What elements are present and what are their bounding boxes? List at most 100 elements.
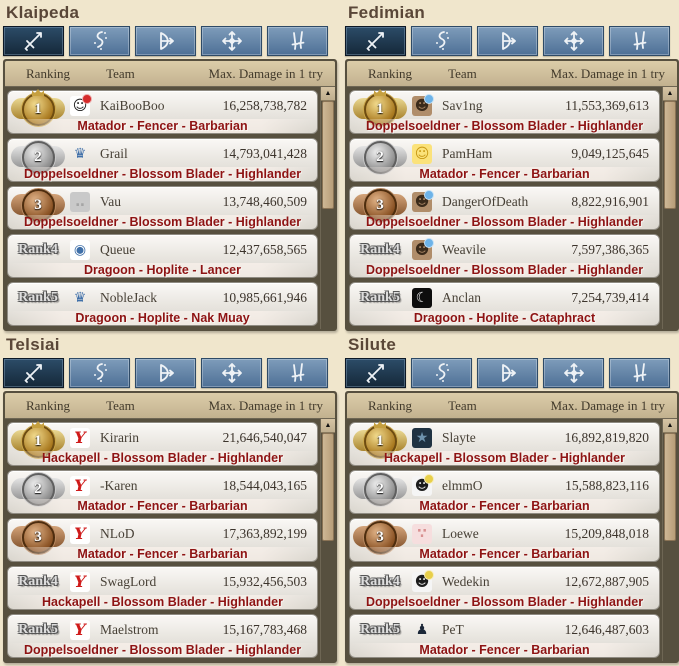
scrollbar-thumb[interactable]: [664, 433, 676, 541]
column-header-team: Team: [106, 65, 135, 81]
scroll-up-button[interactable]: ▲: [321, 419, 335, 433]
red-bird-logo-icon: Y: [70, 476, 90, 496]
table-row[interactable]: 1 Y Kirarin 21,646,540,047 Hackapell - Bloss…: [7, 422, 318, 466]
tab-swordsman[interactable]: [3, 26, 64, 56]
tab-swordsman[interactable]: [345, 26, 406, 56]
scroll-up-button[interactable]: ▲: [321, 87, 335, 101]
tab-cleric[interactable]: [543, 358, 604, 388]
class-build: Matador - Fencer - Barbarian: [8, 547, 317, 561]
column-header-team: Team: [106, 397, 135, 413]
rank-badge: Rank4: [18, 242, 58, 257]
table-row[interactable]: 2 Y -Karen 18,544,043,165 Matador - Fencer -…: [7, 470, 318, 514]
scroll-up-button[interactable]: ▲: [663, 87, 677, 101]
tab-wizard[interactable]: [411, 358, 472, 388]
damage-value: 17,363,892,199: [222, 526, 307, 541]
scrollbar-track[interactable]: [663, 101, 677, 329]
table-row[interactable]: Rank5 Y Maelstrom 15,167,783,468 Doppelsoeld…: [7, 614, 318, 658]
red-bird-logo-icon: Y: [70, 428, 90, 448]
tab-archer[interactable]: [477, 26, 538, 56]
server-panel: Telsiai Ranking Team Max. Damage in 1 try 1 Y…: [3, 334, 337, 663]
table-row[interactable]: 3 ☻ DangerOfDeath 8,822,916,901 Doppelsoeldn…: [349, 186, 660, 230]
tab-scout[interactable]: [609, 358, 670, 388]
class-tab-bar: [345, 358, 679, 388]
table-row[interactable]: 1 ☻ Sav1ng 11,553,369,613 Doppelsoeldner - B…: [349, 90, 660, 134]
column-header-damage: Max. Damage in 1 try: [208, 397, 323, 413]
up-arrow-icon: ▲: [324, 422, 332, 429]
rank-badge: Rank5: [18, 290, 58, 305]
panel-title: Telsiai: [6, 335, 60, 354]
black-cat-icon: ☻: [412, 570, 434, 592]
team-name: PamHam: [442, 146, 493, 161]
scrollbar-track[interactable]: [663, 433, 677, 661]
table-row[interactable]: Rank4 ☻ Wedekin 12,672,887,905 Doppelsoeldne…: [349, 566, 660, 610]
table-row[interactable]: Rank4 Y SwagLord 15,932,456,503 Hackapell - …: [7, 566, 318, 610]
table-row[interactable]: 2 ♛ Grail 14,793,041,428 Doppelsoeldner - Bl…: [7, 138, 318, 182]
table-row[interactable]: 2 ☻ elmmO 15,588,823,116 Matador - Fencer - …: [349, 470, 660, 514]
scrollbar[interactable]: ▲: [662, 419, 677, 661]
bow-icon: [159, 364, 174, 382]
table-row[interactable]: 2 ☺ PamHam 9,049,125,645 Matador - Fencer - …: [349, 138, 660, 182]
team-name: Anclan: [442, 290, 481, 305]
tab-wizard[interactable]: [69, 358, 130, 388]
up-arrow-icon: ▲: [666, 90, 674, 97]
team-name: PeT: [442, 622, 464, 637]
tab-scout[interactable]: [267, 26, 328, 56]
table-row[interactable]: Rank4 ☻ Weavile 7,597,386,365 Doppelsoeldner…: [349, 234, 660, 278]
class-build: Doppelsoeldner - Blossom Blader - Highla…: [350, 119, 659, 133]
tab-swordsman[interactable]: [3, 358, 64, 388]
tab-swordsman[interactable]: [345, 358, 406, 388]
table-row[interactable]: Rank5 ♛ NobleJack 10,985,661,946 Dragoon - H…: [7, 282, 318, 326]
scrollbar[interactable]: ▲: [320, 419, 335, 661]
class-build: Dragoon - Hoplite - Nak Muay: [8, 311, 317, 325]
table-row[interactable]: 3 Y NLoD 17,363,892,199 Matador - Fencer - B…: [7, 518, 318, 562]
ranking-board: Ranking Team Max. Damage in 1 try 1 ☺ KaiBooB…: [3, 59, 337, 331]
tab-wizard[interactable]: [69, 26, 130, 56]
daggers-icon: [633, 363, 646, 382]
scrollbar-thumb[interactable]: [664, 101, 676, 209]
tab-archer[interactable]: [135, 358, 196, 388]
scrollbar-track[interactable]: [321, 101, 335, 329]
rank-badge: Rank5: [360, 622, 400, 637]
ranking-rows: 1 ★ Slayte 16,892,819,820 Hackapell - Blosso…: [347, 419, 662, 661]
sword-icon: [24, 364, 42, 383]
tab-archer[interactable]: [477, 358, 538, 388]
tab-scout[interactable]: [267, 358, 328, 388]
table-row[interactable]: Rank4 ◉ Queue 12,437,658,565 Dragoon - Hopli…: [7, 234, 318, 278]
tab-cleric[interactable]: [543, 26, 604, 56]
scrollbar-thumb[interactable]: [322, 101, 334, 209]
scroll-up-button[interactable]: ▲: [663, 419, 677, 433]
daggers-icon: [291, 31, 304, 50]
red-bird-logo-icon: Y: [70, 620, 90, 640]
damage-value: 12,437,658,565: [222, 242, 307, 257]
tab-cleric[interactable]: [201, 358, 262, 388]
tab-wizard[interactable]: [411, 26, 472, 56]
damage-value: 9,049,125,645: [571, 146, 649, 161]
tab-cleric[interactable]: [201, 26, 262, 56]
damage-value: 18,544,043,165: [222, 478, 307, 493]
class-build: Hackapell - Blossom Blader - Highlander: [350, 451, 659, 465]
team-name: Grail: [100, 146, 128, 161]
server-panel: Fedimian Ranking Team Max. Damage in 1 try 1…: [345, 2, 679, 331]
scrollbar[interactable]: ▲: [662, 87, 677, 329]
tab-scout[interactable]: [609, 26, 670, 56]
pink-face-icon: ∵: [412, 524, 432, 544]
scrollbar-track[interactable]: [321, 433, 335, 661]
damage-value: 12,672,887,905: [564, 574, 649, 589]
table-row[interactable]: 1 ★ Slayte 16,892,819,820 Hackapell - Blosso…: [349, 422, 660, 466]
table-row[interactable]: Rank5 ♟ PeT 12,646,487,603 Matador - Fencer …: [349, 614, 660, 658]
column-header-ranking: Ranking: [368, 65, 413, 81]
scrollbar[interactable]: ▲: [320, 87, 335, 329]
table-row[interactable]: 3 ∵ Loewe 15,209,848,018 Matador - Fencer - …: [349, 518, 660, 562]
damage-value: 16,892,819,820: [564, 430, 649, 445]
table-row[interactable]: 3 ‥ Vau 13,748,460,509 Doppelsoeldner - Blos…: [7, 186, 318, 230]
table-row[interactable]: Rank5 ☾ Anclan 7,254,739,414 Dragoon - Hopli…: [349, 282, 660, 326]
scrollbar-thumb[interactable]: [322, 433, 334, 541]
team-name: Maelstrom: [100, 622, 159, 637]
board-header: Ranking Team Max. Damage in 1 try: [5, 61, 335, 87]
damage-value: 21,646,540,047: [222, 430, 307, 445]
server-panel: Klaipeda Ranking Team Max. Damage in 1 try 1…: [3, 2, 337, 331]
table-row[interactable]: 1 ☺ KaiBooBoo 16,258,738,782 Matador - Fence…: [7, 90, 318, 134]
up-arrow-icon: ▲: [666, 422, 674, 429]
tab-archer[interactable]: [135, 26, 196, 56]
